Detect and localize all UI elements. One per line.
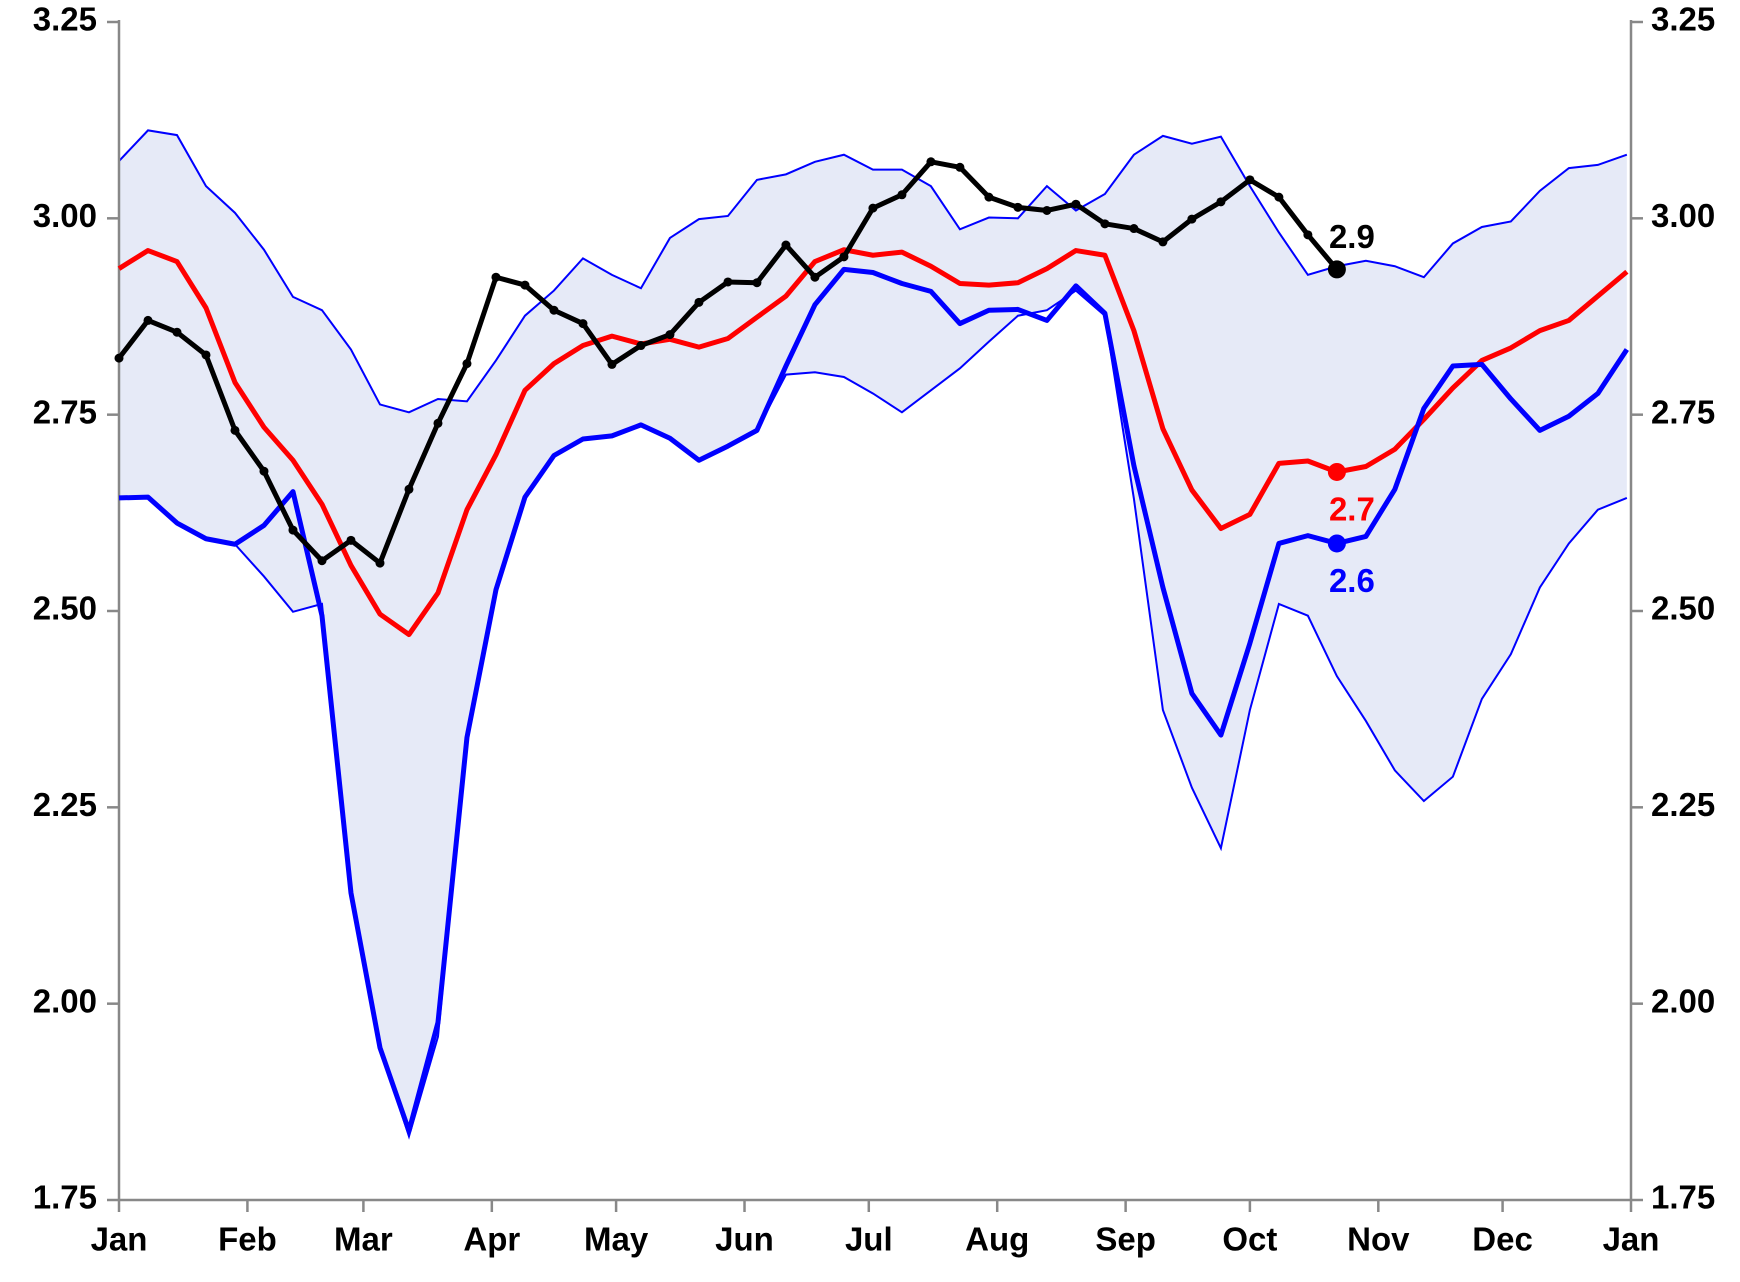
point [897,190,907,200]
point [404,484,414,494]
y2-tick-label: 2.00 [1651,982,1715,1019]
point [1303,230,1313,240]
y-tick-label: 3.25 [33,1,97,38]
y-tick-label: 2.50 [33,590,97,627]
point [462,359,472,369]
point [201,350,211,360]
point [810,272,820,282]
y-tick-label: 3.00 [33,197,97,234]
x-tick-label: Oct [1222,1221,1277,1258]
point [375,558,385,568]
y2-tick-label: 3.25 [1651,1,1715,38]
point [636,341,646,351]
point [781,240,791,250]
point [230,425,240,435]
x-tick-label: Feb [218,1221,277,1258]
x-tick-label: Jun [715,1221,774,1258]
x-tick-label: Sep [1095,1221,1156,1258]
y-tick-label: 2.75 [33,393,97,430]
band-area [119,130,1627,1137]
y2-tick-label: 2.25 [1651,786,1715,823]
annotation: 2.7 [1329,491,1375,528]
x-tick-label: Jan [1603,1221,1660,1258]
end-point [1327,260,1346,279]
point [549,305,559,315]
y2-tick-label: 2.50 [1651,590,1715,627]
point [578,319,588,329]
point [926,157,936,167]
point [1129,224,1139,234]
series-line [118,266,1629,1134]
x-tick-label: Mar [334,1221,393,1258]
point [723,277,733,287]
point [1187,214,1197,224]
annotation: 2.6 [1329,562,1375,599]
y2-tick-label: 1.75 [1651,1179,1715,1216]
point [984,192,994,202]
x-tick-label: Dec [1472,1221,1533,1258]
band-edge [118,129,1628,414]
y-tick-label: 2.00 [33,982,97,1019]
point [665,330,675,340]
point [114,353,124,363]
point [1013,202,1023,212]
y2-tick-label: 2.75 [1651,393,1715,430]
point [694,297,704,307]
point [1100,219,1110,229]
x-tick-label: Nov [1347,1221,1410,1258]
point [1245,175,1255,185]
point [868,203,878,213]
point [839,252,849,262]
x-tick-label: Aug [965,1221,1029,1258]
x-tick-label: Apr [463,1221,520,1258]
point [607,359,617,369]
point [143,315,153,325]
x-tick-label: Jul [845,1221,893,1258]
x-tick-label: Jan [91,1221,148,1258]
point [520,280,530,290]
point [491,272,501,282]
point [1042,205,1052,215]
point [1216,197,1226,207]
point [288,525,298,535]
end-point [1327,462,1346,481]
point [1274,192,1284,202]
point [1071,199,1081,209]
point [172,327,182,337]
point [955,162,965,172]
y2-tick-label: 3.00 [1651,197,1715,234]
point [752,278,762,288]
series-line [117,247,1629,638]
point [317,556,327,566]
x-tick-label: May [584,1221,649,1258]
point [1158,237,1168,247]
end-point [1327,534,1346,553]
annotation: 2.9 [1329,218,1375,255]
y-tick-label: 2.25 [33,786,97,823]
y-tick-label: 1.75 [33,1179,97,1216]
point [346,535,356,545]
point [259,466,269,476]
point [433,418,443,428]
